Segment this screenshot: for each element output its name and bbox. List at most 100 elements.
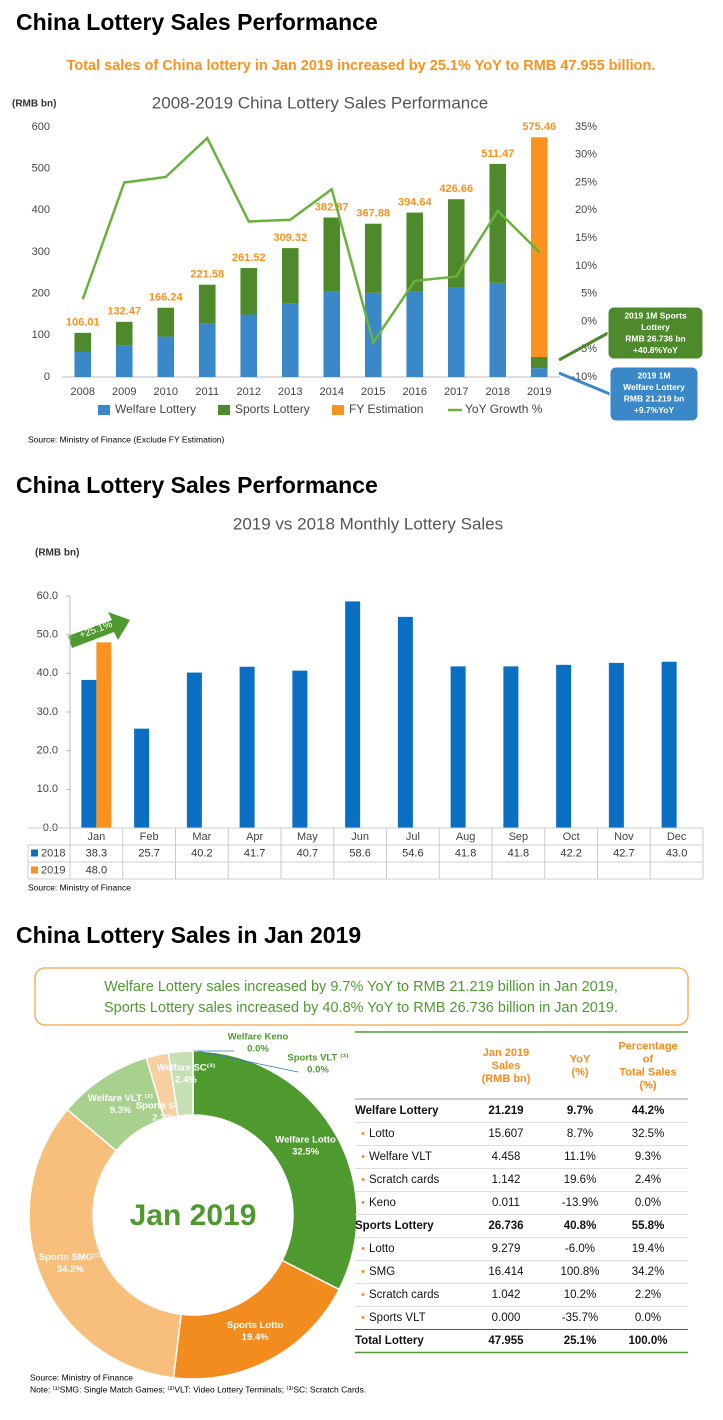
callout-text: +9.7%YoY: [634, 405, 675, 415]
table-cell: 19.4%: [632, 1243, 665, 1255]
column-header: of: [643, 1053, 654, 1065]
callout-text: RMB 21.219 bn: [624, 393, 684, 403]
total-label: 166.24: [149, 292, 184, 304]
center-label: Jan 2019: [130, 1199, 257, 1232]
callout-box: [609, 366, 699, 422]
total-label: 575.46: [522, 121, 556, 133]
total-label: 132.47: [107, 306, 141, 318]
table-cell: 0.000: [492, 1312, 521, 1324]
highlight-text: Welfare Lottery sales increased by 9.7% …: [104, 979, 618, 995]
table-cell: 44.2%: [632, 1105, 665, 1117]
x-tick-label: Jan: [88, 831, 106, 843]
callout-text: Welfare Lottery: [623, 382, 685, 392]
x-tick-label: Oct: [563, 831, 580, 843]
table-cell: 47.955: [488, 1335, 524, 1347]
column-header: Sales: [492, 1060, 521, 1072]
donut-segment: [192, 1050, 358, 1291]
x-tick-label: 2012: [237, 386, 261, 398]
x-tick-label: Jul: [406, 831, 420, 843]
y-tick-label: 50.0: [37, 629, 58, 641]
callout-text: 2019 1M Sports: [624, 310, 687, 320]
y2-tick-label: 35%: [575, 121, 597, 133]
segment-label: Sports SC⁽³⁾: [136, 1101, 191, 1112]
bar-segment: [364, 292, 382, 377]
y-tick-label: 60.0: [37, 590, 58, 602]
total-label: 382.87: [315, 201, 349, 213]
column-header: Total Sales: [619, 1066, 676, 1078]
donut-segment: [28, 1108, 182, 1379]
y-axis-label: (RMB bn): [12, 99, 56, 110]
column-header: (%): [639, 1079, 656, 1091]
table-value: 58.6: [349, 847, 370, 859]
bullet: •: [361, 1243, 365, 1255]
y-tick-label: 10.0: [37, 783, 58, 795]
table-cell: Total Lottery: [355, 1335, 424, 1347]
bar-segment: [530, 357, 548, 369]
x-tick-label: Sep: [509, 831, 529, 843]
legend-label: 2018: [41, 847, 65, 859]
y-tick-label: 200: [32, 288, 50, 300]
bar-segment: [406, 291, 424, 377]
bullet: •: [361, 1197, 365, 1209]
segment-label: Sports Lotto: [227, 1320, 284, 1331]
x-tick-label: 2017: [444, 386, 468, 398]
x-tick-label: Feb: [140, 831, 159, 843]
x-tick-label: 2016: [403, 386, 427, 398]
table-value: 41.7: [244, 847, 265, 859]
table-cell: Sports Lottery: [355, 1220, 434, 1232]
legend-label: YoY Growth %: [465, 402, 543, 416]
y-tick-label: 0: [44, 371, 50, 383]
legend-label: FY Estimation: [349, 402, 423, 416]
segment-label: Welfare Keno: [228, 1032, 289, 1043]
total-label: 221.58: [190, 269, 224, 281]
table-value: 38.3: [86, 847, 107, 859]
legend-label: 2019: [41, 864, 65, 876]
y2-tick-label: 5%: [581, 288, 597, 300]
bar-segment: [198, 323, 216, 377]
chart-title: 2019 vs 2018 Monthly Lottery Sales: [233, 514, 503, 533]
bar: [81, 679, 97, 828]
y-tick-label: 600: [32, 121, 50, 133]
table-cell: 0.0%: [635, 1197, 661, 1209]
x-tick-label: 2019: [527, 386, 551, 398]
table-value: 25.7: [138, 847, 159, 859]
bar-segment: [323, 217, 341, 292]
table-cell: 9.279: [492, 1243, 521, 1255]
growth-arrow: [68, 612, 130, 648]
table-cell: 100.0%: [628, 1335, 667, 1347]
section-heading: China Lottery Sales Performance: [16, 9, 378, 35]
x-tick-label: Mar: [192, 831, 211, 843]
legend-label: Welfare Lottery: [115, 402, 196, 416]
label-leader: [196, 1050, 299, 1073]
y-tick-label: 20.0: [37, 745, 58, 757]
column-header: Percentage: [618, 1040, 677, 1052]
line-series: [81, 136, 541, 346]
table-cell: 1.042: [492, 1289, 521, 1301]
y-axis-label: (RMB bn): [35, 548, 79, 559]
y2-tick-label: 25%: [575, 176, 597, 188]
x-tick-label: 2010: [154, 386, 178, 398]
bar: [134, 728, 150, 828]
table-cell: Lotto: [369, 1128, 395, 1140]
x-tick-label: Aug: [456, 831, 476, 843]
bar-segment: [323, 291, 341, 377]
total-label: 106.01: [66, 317, 100, 329]
bar-segment: [489, 163, 507, 283]
y2-tick-label: 0%: [581, 315, 597, 327]
table-cell: 0.011: [492, 1197, 520, 1209]
x-tick-label: Jun: [351, 831, 369, 843]
x-tick-label: 2018: [486, 386, 510, 398]
segment-value: 2.4%: [175, 1075, 197, 1086]
x-tick-label: Dec: [667, 831, 687, 843]
callout-box: [607, 306, 704, 360]
segment-value: 19.4%: [242, 1332, 269, 1343]
table-cell: 10.2%: [564, 1289, 597, 1301]
bar-segment: [406, 212, 424, 292]
table-cell: 11.1%: [564, 1151, 596, 1163]
bar-segment: [240, 314, 258, 377]
total-label: 511.47: [481, 148, 514, 160]
table-cell: Welfare VLT: [369, 1151, 432, 1163]
source: Source: Ministry of Finance: [28, 882, 131, 892]
segment-value: 32.5%: [292, 1147, 319, 1158]
